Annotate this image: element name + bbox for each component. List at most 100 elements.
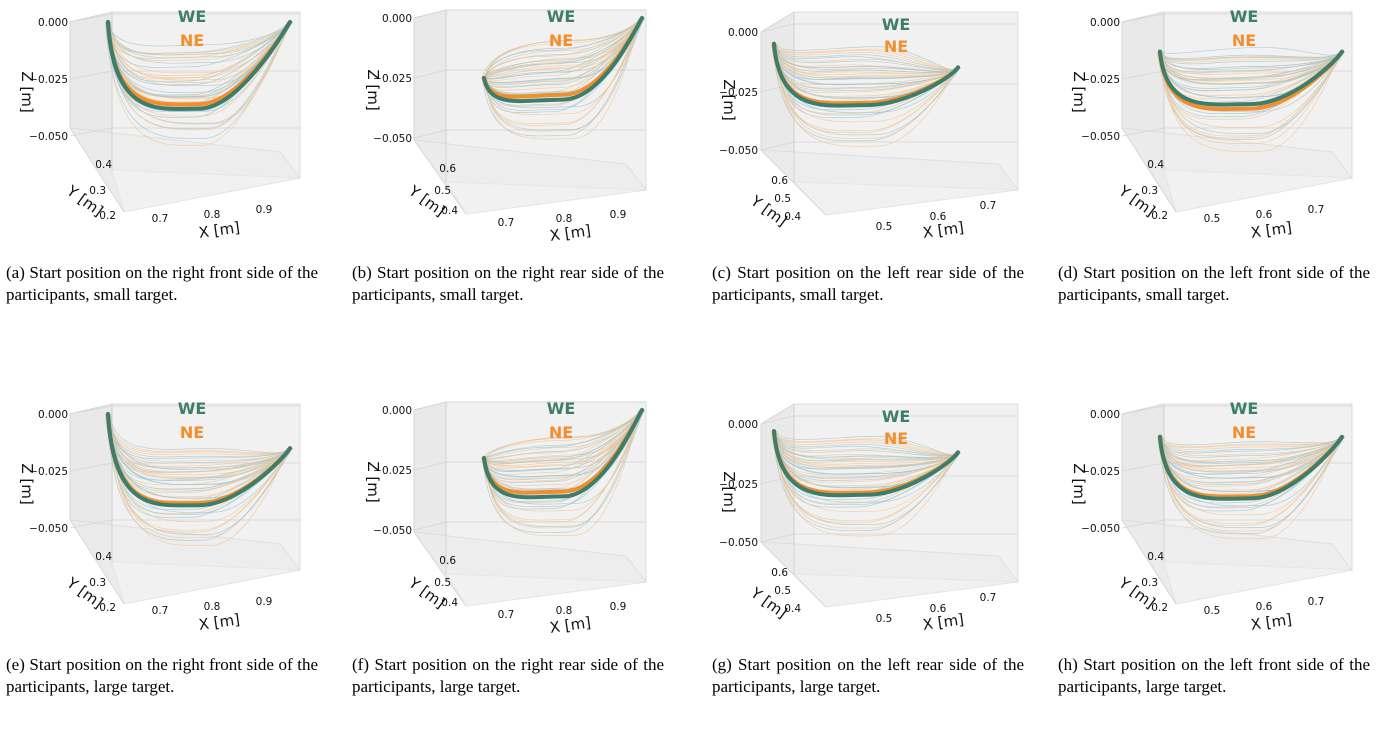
trace-line — [483, 17, 641, 79]
trace-line — [1159, 51, 1343, 81]
series-line-we — [1158, 434, 1344, 501]
trace-line — [485, 409, 640, 479]
y-tick-label: 0.3 — [89, 577, 106, 589]
trace-line — [776, 43, 958, 139]
trace-line — [105, 21, 291, 68]
z-tick-label: −0.025 — [1081, 74, 1120, 86]
y-tick-label: 0.2 — [99, 602, 116, 614]
trace-line — [1158, 436, 1341, 448]
trace-line — [772, 430, 957, 456]
grid-line — [413, 69, 447, 79]
z-tick-label: −0.025 — [373, 73, 412, 85]
trace-line — [1162, 51, 1343, 139]
z-tick-label: −0.050 — [1081, 523, 1120, 535]
grid-line — [760, 23, 795, 33]
trace-line — [1160, 436, 1346, 487]
trace-line — [1160, 51, 1340, 63]
x-axis-label: X [m] — [922, 610, 965, 634]
trace-line — [1158, 436, 1345, 483]
x-tick-label: 0.7 — [152, 213, 169, 225]
x-tick-label: 0.7 — [980, 200, 997, 212]
plot-3d-e: 0.000 −0.025 −0.050 0.4 0.3 0.2 0.7 0.8 0.9 Z [m]… — [18, 399, 301, 634]
trace-line — [109, 413, 292, 462]
x-tick-label: 0.8 — [204, 601, 221, 613]
z-axis-label: Z [m] — [364, 69, 382, 110]
trace-line — [1161, 51, 1340, 96]
trace-line — [776, 431, 958, 529]
x-axis-label: X [m] — [549, 613, 592, 637]
x-tick-label: 0.9 — [256, 596, 273, 608]
trace-line — [107, 21, 289, 130]
legend-we: WE — [178, 7, 207, 26]
trace-line — [105, 21, 293, 54]
trace-line — [1161, 436, 1340, 484]
z-tick-label: −0.025 — [373, 465, 412, 477]
z-tick-label: 0.000 — [1090, 409, 1120, 421]
floor-pane — [1121, 519, 1353, 605]
trace-line — [109, 21, 288, 84]
grid-line — [69, 519, 113, 529]
y-tick-label: 0.4 — [1147, 551, 1164, 563]
chart-panel-b: 0.000 −0.025 −0.050 0.6 0.5 0.4 0.7 0.8 0.9 Z [m]… — [346, 0, 676, 360]
z-tick-label: −0.025 — [1081, 466, 1120, 478]
grid-line — [69, 405, 113, 415]
trace-line — [774, 43, 959, 76]
x-tick-label: 0.6 — [1256, 601, 1273, 613]
trace-line — [775, 431, 957, 537]
floor-pane — [412, 531, 647, 607]
grid-line — [1121, 519, 1165, 529]
trace-line — [771, 43, 959, 74]
z-axis-label: Z [m] — [18, 463, 36, 504]
figure-caption: (f) Start position on the right rear sid… — [352, 655, 664, 696]
chart-panel-g: 0.000 −0.025 −0.050 0.6 0.5 0.4 0.5 0.6 0.7 Z [m]… — [706, 392, 1036, 752]
trace-line — [1159, 436, 1343, 475]
z-tick-label: 0.000 — [1090, 17, 1120, 29]
x-tick-label: 0.7 — [498, 217, 515, 229]
trace-line — [482, 17, 645, 137]
grid-line — [413, 129, 447, 139]
series-line-we — [482, 16, 644, 104]
figure-caption: (h) Start position on the left front sid… — [1058, 655, 1370, 696]
trace-line — [1161, 51, 1341, 152]
legend-we: WE — [882, 15, 911, 34]
legend-we: WE — [1230, 399, 1259, 418]
trace-line — [108, 21, 293, 125]
trace-line — [481, 17, 644, 115]
x-tick-label: 0.7 — [980, 592, 997, 604]
x-tick-label: 0.7 — [1308, 204, 1325, 216]
z-tick-label: −0.050 — [373, 525, 412, 537]
trace-line — [1161, 436, 1341, 540]
legend-we: WE — [547, 399, 576, 418]
x-tick-label: 0.5 — [876, 221, 893, 233]
chart-panel-d: 0.000 −0.025 −0.050 0.4 0.3 0.2 0.5 0.6 0.7 Z [m]… — [1052, 0, 1382, 360]
trace-line — [773, 43, 957, 71]
grid-line — [69, 13, 113, 23]
trace-line — [109, 413, 289, 546]
z-axis-label: Z [m] — [364, 461, 382, 502]
trace-line — [771, 431, 959, 463]
chart-panel-a: 0.000 −0.025 −0.050 0.4 0.3 0.2 0.7 0.8 0.9 Z [m]… — [0, 0, 330, 360]
series-line-we — [482, 408, 644, 500]
trace-line — [486, 409, 642, 529]
trace-line — [108, 21, 293, 131]
trace-line — [108, 413, 288, 456]
trace-line — [771, 430, 956, 456]
trace-line — [107, 21, 293, 47]
series-line-we — [772, 41, 960, 108]
legend-ne: NE — [884, 429, 908, 448]
trace-line — [771, 43, 960, 123]
z-tick-label: 0.000 — [382, 405, 412, 417]
grid-line — [69, 70, 113, 80]
y-tick-label: 0.4 — [784, 211, 801, 223]
figure-caption: (a) Start position on the right front si… — [6, 263, 318, 304]
trace-line — [1158, 51, 1345, 73]
z-axis-label: Z [m] — [720, 79, 738, 120]
grid-line — [1121, 462, 1165, 472]
grid-line — [760, 415, 795, 425]
y-tick-label: 0.5 — [774, 585, 791, 597]
grid-line — [69, 127, 113, 137]
x-tick-label: 0.8 — [556, 213, 573, 225]
z-tick-label: −0.025 — [719, 479, 758, 491]
series-line-we — [106, 20, 292, 111]
z-tick-label: 0.000 — [728, 27, 758, 39]
